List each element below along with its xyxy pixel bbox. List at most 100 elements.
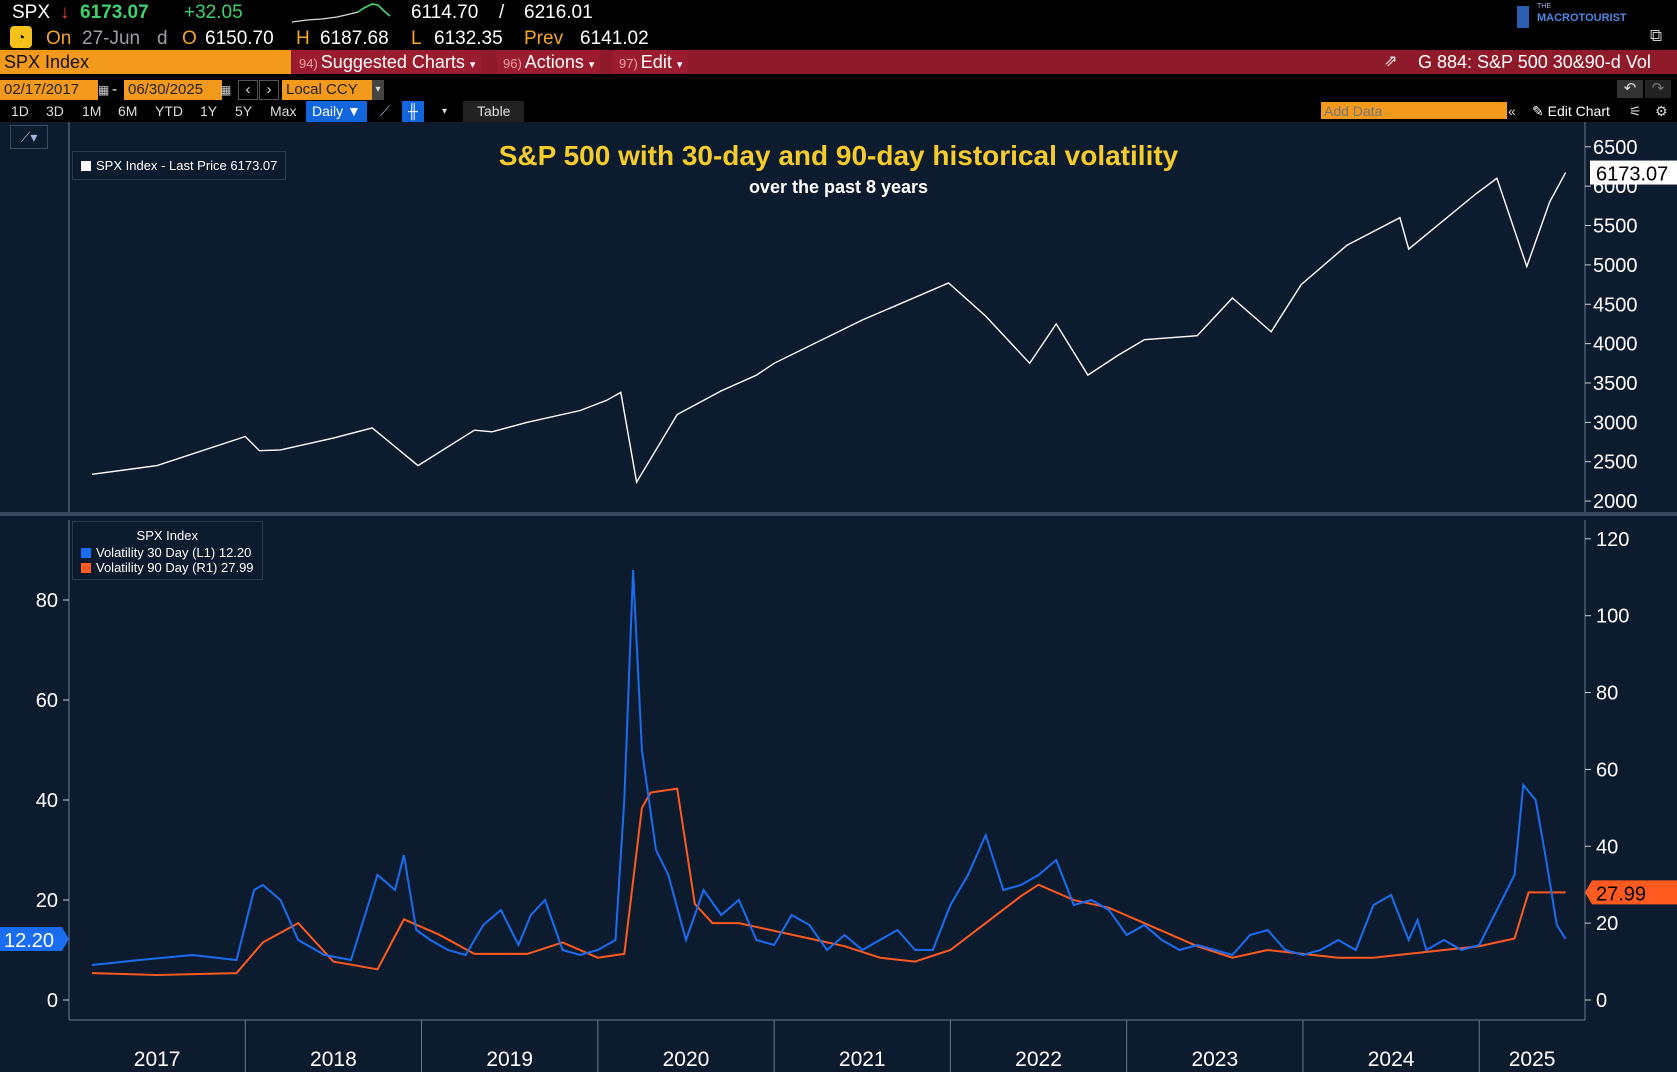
low-label: L (411, 28, 422, 49)
btn3-label: Edit (640, 52, 672, 72)
last-value-labels: 6173.07 12.20 27.99 (0, 160, 1677, 952)
date-separator: - (112, 81, 117, 98)
left-tick-label: 40 (36, 790, 58, 812)
logo-icon (1517, 6, 1529, 28)
chevron-down-icon: ▾ (588, 59, 595, 71)
vol-legend: SPX Index Volatility 30 Day (L1) 12.20 V… (72, 521, 263, 580)
year-ticks: 2017 2018 2019 2020 2021 2022 2023 2024 2025 (134, 1020, 1556, 1072)
period-max[interactable]: Max (270, 103, 297, 119)
right-tick-label: 40 (1596, 836, 1618, 858)
net-change: +32.05 (184, 2, 243, 23)
right-tick-label: 120 (1596, 529, 1629, 551)
line-chart-icon[interactable]: ⟋ (380, 103, 390, 119)
vol-legend-title: SPX Index (136, 528, 198, 543)
launch-icon[interactable]: ⇗ (1384, 53, 1398, 70)
chart-type-icon[interactable]: ⟋▾ (10, 125, 48, 149)
price-legend: SPX Index - Last Price 6173.07 (72, 151, 287, 180)
vol-right-ticks: 0 20 40 60 80 100 120 (1585, 529, 1629, 1012)
chevron-down-icon: ▾ (676, 59, 683, 71)
vol30-line (91, 569, 1567, 966)
price-tick-label: 4000 (1593, 334, 1638, 356)
period-ytd[interactable]: YTD (155, 103, 183, 119)
bar-chart-icon[interactable]: ╫ (402, 101, 424, 122)
suggested-charts-button[interactable]: 94) Suggested Charts ▾ (293, 50, 482, 74)
vol30-last-label: 12.20 (4, 930, 54, 952)
range-separator: / (499, 2, 505, 23)
edit-button[interactable]: 97) Edit ▾ (613, 50, 689, 74)
last-price: 6173.07 (80, 2, 149, 23)
logo-small-text: THE (1537, 3, 1551, 10)
undo-icon[interactable]: ↶ (1617, 80, 1643, 98)
redo-icon[interactable]: ↷ (1645, 80, 1671, 98)
price-tick-label: 5500 (1593, 216, 1638, 238)
prev-label: Prev (524, 28, 564, 49)
expand-icon[interactable]: ⧉ (1650, 26, 1663, 45)
left-tick-label: 20 (36, 890, 58, 912)
vol30-legend-label: Volatility 30 Day (L1) 12.20 (96, 545, 252, 560)
currency-select[interactable]: Local CCY (282, 80, 380, 100)
security-field[interactable]: SPX Index (0, 50, 291, 74)
vol90-last-box (1585, 880, 1677, 905)
left-tick-label: 60 (36, 690, 58, 712)
ticker[interactable]: SPX (12, 2, 51, 23)
date-range-bar: 02/17/2017 ▦ - 06/30/2025 ▦ ‹ › Local CC… (0, 80, 1677, 100)
vol90-line (91, 787, 1566, 977)
year-label: 2023 (1191, 1048, 1238, 1071)
quote-date: 27-Jun (82, 28, 141, 49)
chart-subtitle-text: over the past 8 years (748, 177, 929, 197)
year-label: 2021 (839, 1048, 886, 1071)
year-label: 2020 (663, 1048, 710, 1071)
end-date-field[interactable]: 06/30/2025 (124, 80, 222, 100)
gauge-icon[interactable]: ◔ (10, 26, 32, 48)
chevron-down-icon[interactable]: ▾ (372, 80, 384, 100)
right-tick-label: 60 (1596, 759, 1618, 781)
open-label: O (182, 28, 197, 49)
vol90-last-label: 27.99 (1596, 883, 1646, 905)
quote-bar: SPX ↓ 6173.07 +32.05 6114.70 / 6216.01 T… (0, 0, 1677, 45)
next-period-button[interactable]: › (259, 80, 279, 100)
year-label: 2024 (1368, 1048, 1415, 1071)
period-5y[interactable]: 5Y (235, 103, 253, 119)
sparkline (292, 3, 391, 23)
range-high: 6216.01 (524, 2, 593, 23)
table-button[interactable]: Table (463, 101, 525, 122)
period-1y[interactable]: 1Y (200, 103, 218, 119)
period-1m[interactable]: 1M (82, 103, 102, 119)
start-date-field[interactable]: 02/17/2017 (0, 80, 98, 100)
calendar-icon[interactable]: ▦ (220, 83, 232, 97)
price-tick-label: 3500 (1593, 373, 1638, 395)
high-label: H (296, 28, 310, 49)
prev-period-button[interactable]: ‹ (238, 80, 258, 100)
btn2-label: Actions (524, 52, 584, 72)
period-1d[interactable]: 1D (11, 103, 29, 119)
calendar-icon[interactable]: ▦ (98, 83, 110, 97)
on-label: On (46, 28, 72, 49)
period-3d[interactable]: 3D (46, 103, 64, 119)
period-bar: 1D 3D 1M 6M YTD 1Y 5Y Max Daily ▼ ⟋ ╫ ▾ … (0, 101, 1677, 122)
price-line (91, 172, 1567, 485)
year-label: 2025 (1509, 1048, 1556, 1071)
legend-swatch (81, 548, 91, 558)
price-tick-label: 5000 (1593, 255, 1638, 277)
edit-chart-button[interactable]: ✎ Edit Chart (1532, 103, 1610, 119)
collapse-icon[interactable]: « (1508, 103, 1516, 119)
price-tick-label: 2000 (1593, 491, 1638, 513)
btn3-num: 97) (619, 56, 638, 71)
period-6m[interactable]: 6M (118, 103, 138, 119)
gear-icon[interactable]: ⚙ (1655, 103, 1668, 119)
vol30-last-box (0, 927, 69, 951)
high-value: 6187.68 (320, 28, 389, 49)
chart-title: G 884: S&P 500 30&90-d Vol (1418, 52, 1651, 72)
open-value: 6150.70 (205, 28, 274, 49)
chevron-down-icon[interactable]: ▾ (442, 106, 448, 117)
add-data-input[interactable] (1321, 102, 1507, 119)
chart-settings-icon[interactable]: ⚟ (1629, 103, 1642, 119)
legend-swatch (81, 161, 91, 171)
year-label: 2019 (486, 1048, 533, 1071)
actions-button[interactable]: 96) Actions ▾ (497, 50, 601, 74)
vol90-legend-label: Volatility 90 Day (R1) 27.99 (96, 560, 254, 575)
chart-title-text: S&P 500 with 30-day and 90-day historica… (498, 140, 1179, 171)
frequency-select[interactable]: Daily ▼ (306, 101, 367, 122)
chevron-down-icon: ▾ (469, 59, 476, 71)
